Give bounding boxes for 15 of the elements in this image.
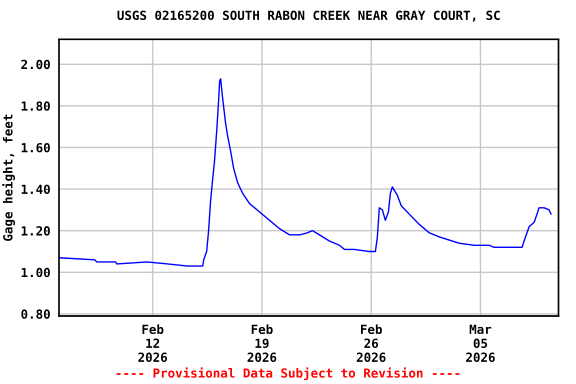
- x-tick-label: Feb 12 2026: [138, 324, 168, 362]
- y-tick-label: 2.00: [21, 60, 50, 70]
- y-tick-label: 1.60: [22, 142, 50, 152]
- x-tick-label: Feb 19 2026: [248, 324, 276, 362]
- y-tick-label: 1.80: [22, 101, 50, 111]
- line-series: [59, 78, 552, 267]
- y-tick-label: 1.00: [22, 268, 50, 278]
- y-tick-label: 0.80: [21, 309, 50, 319]
- text: ---- Provisional Data Subject to Revision ----: [116, 367, 460, 380]
- chart-title: USGS 02165200 SOUTH RABON CREEK NEAR GRAY COURT, SC: [118, 10, 500, 22]
- y-tick-label: 1.20: [22, 226, 50, 236]
- y-axis-title: Gage height, feet: [2, 114, 15, 241]
- x-tick-label: Mar 05 2026: [466, 324, 495, 362]
- y-tick-label: 1.40: [22, 184, 50, 194]
- x-tick-label: Feb 26 2026: [356, 324, 386, 362]
